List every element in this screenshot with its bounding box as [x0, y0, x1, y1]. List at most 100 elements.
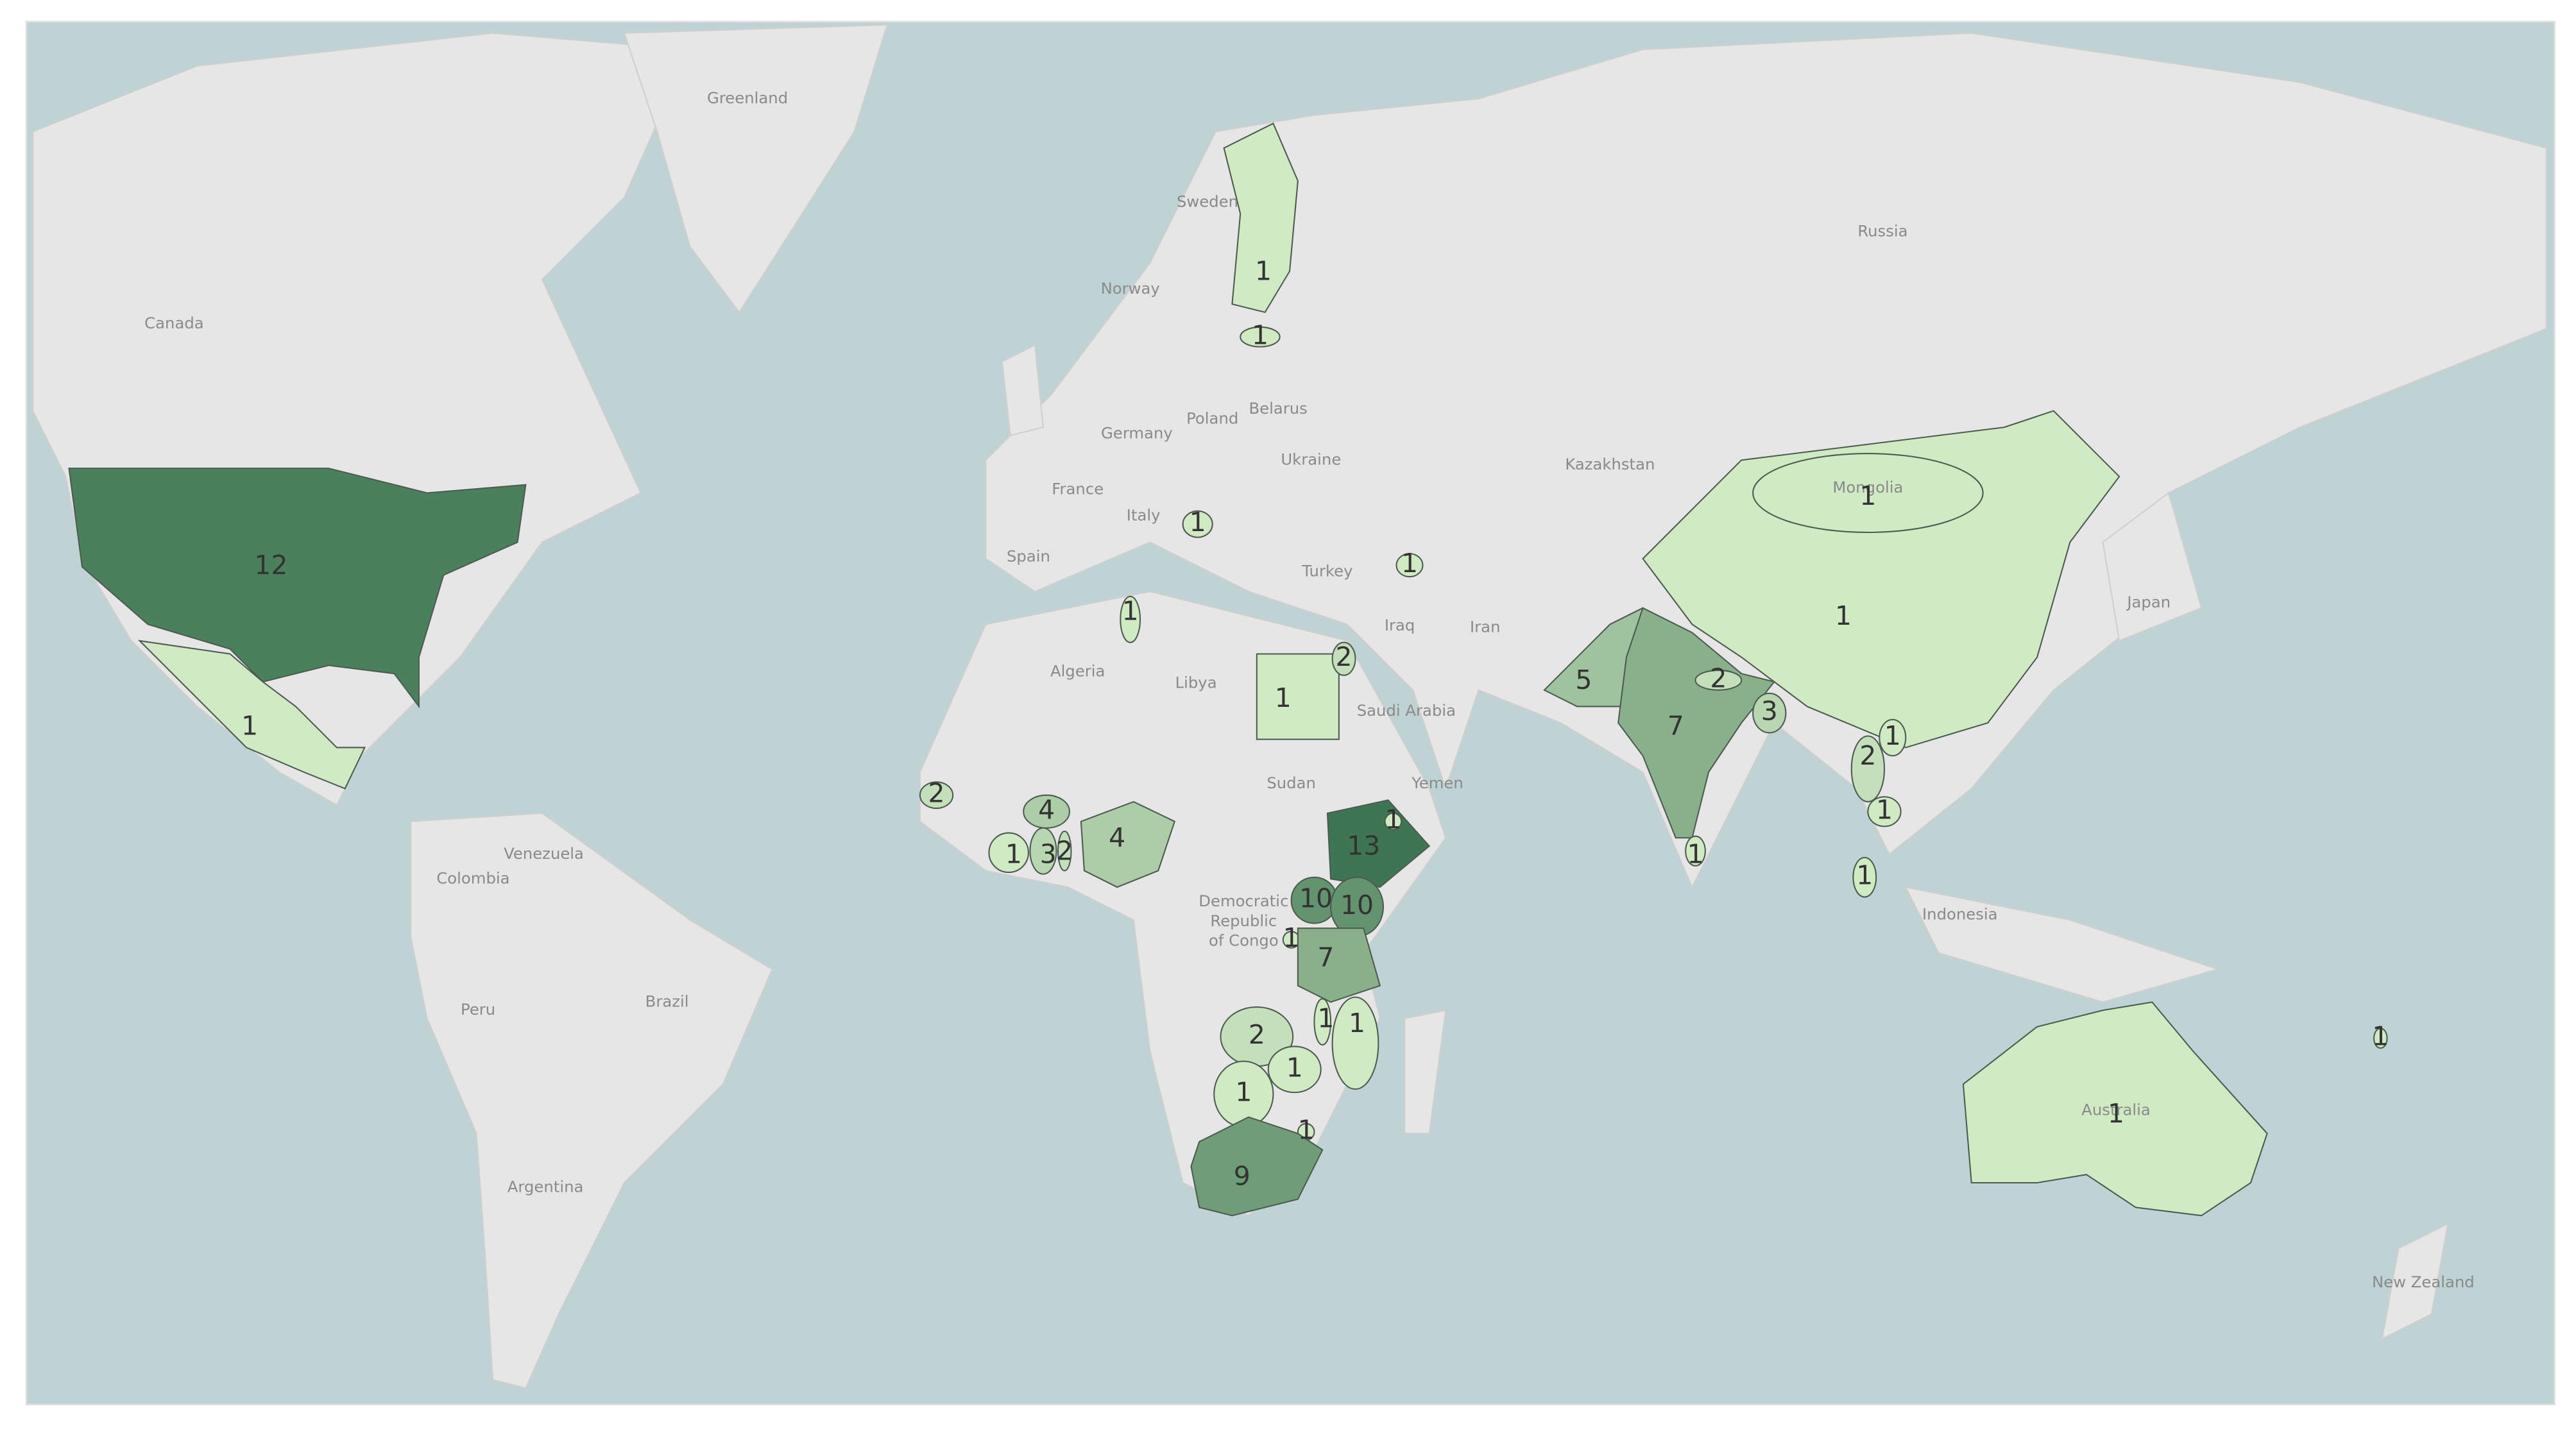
region: [1685, 835, 1706, 867]
place-label: Belarus: [1249, 399, 1307, 418]
land-greenland: [623, 24, 889, 314]
region: [1867, 796, 1902, 827]
region: [1331, 996, 1379, 1090]
region: [1029, 827, 1057, 875]
value-label: 12: [254, 550, 287, 580]
place-label: Iran: [1470, 618, 1500, 636]
place-label: Australia: [2081, 1100, 2151, 1119]
region: [1120, 595, 1141, 643]
value-label: 5: [1575, 665, 1592, 695]
place-label: Yemen: [1411, 774, 1463, 792]
place-label: Algeria: [1050, 662, 1105, 681]
land-south-america: [410, 812, 773, 1389]
value-label: 1: [1252, 319, 1268, 350]
place-label: Greenland: [707, 89, 788, 107]
region: [1617, 607, 1776, 839]
value-label: 1: [1283, 922, 1300, 953]
region: [1223, 123, 1299, 314]
place-label: Italy: [1127, 505, 1161, 524]
place-label: Norway: [1101, 279, 1160, 298]
region: [1240, 326, 1281, 348]
region: [1395, 553, 1424, 578]
place-label: Japan: [2126, 593, 2171, 611]
place-label: Sweden: [1177, 192, 1238, 210]
value-label: 2: [928, 778, 945, 809]
place-label: of Congo: [1209, 931, 1279, 950]
place-label: Venezuela: [504, 844, 584, 863]
place-label: Kazakhstan: [1565, 455, 1655, 473]
value-label: 1: [1298, 1115, 1315, 1146]
value-label: 1: [1190, 507, 1206, 538]
value-label: 1: [1859, 480, 1876, 511]
region: [1850, 735, 1886, 802]
region: [1384, 812, 1403, 831]
value-label: 1: [1005, 838, 1022, 869]
place-label: New Zealand: [2372, 1273, 2475, 1291]
region: [919, 781, 954, 809]
value-label: 2: [1249, 1019, 1265, 1050]
value-label: 1: [1856, 860, 1873, 891]
place-label: Sudan: [1267, 774, 1316, 792]
value-label: 7: [1668, 711, 1684, 741]
value-label: 2: [1056, 835, 1073, 866]
value-label: 1: [1835, 600, 1852, 631]
region: [1879, 718, 1907, 757]
place-label: Brazil: [645, 992, 689, 1010]
value-label: 3: [1040, 838, 1057, 869]
value-label: 7: [1317, 942, 1334, 973]
place-label: Germany: [1101, 423, 1173, 442]
value-label: 1: [1255, 255, 1272, 286]
value-label: 1: [1349, 1008, 1365, 1038]
value-label: 1: [1122, 595, 1139, 626]
region: [1057, 830, 1072, 872]
region: [1331, 641, 1356, 676]
region: [1190, 1116, 1324, 1217]
value-label: 1: [1385, 804, 1401, 835]
place-label: Indonesia: [1922, 905, 1998, 924]
place-label: Ukraine: [1281, 450, 1341, 468]
region: [1326, 799, 1431, 888]
land-new-zealand: [2381, 1223, 2449, 1341]
value-label: 1: [1687, 838, 1703, 869]
place-label: Saudi Arabia: [1357, 701, 1456, 720]
value-label: 13: [1347, 831, 1380, 861]
place-label: Colombia: [436, 868, 509, 887]
place-label: Spain: [1007, 546, 1050, 565]
value-label: 4: [1038, 794, 1055, 825]
region: [1694, 670, 1743, 691]
land-japan: [2102, 491, 2203, 642]
region: [1313, 998, 1332, 1046]
value-label: 1: [1884, 720, 1901, 751]
value-label: 4: [1109, 822, 1125, 853]
place-label: Argentina: [508, 1178, 584, 1196]
value-label: 10: [1299, 883, 1333, 914]
place-label: Russia: [1857, 221, 1907, 240]
value-label: 3: [1761, 696, 1778, 727]
region: [1752, 453, 1984, 534]
region: [1080, 800, 1176, 888]
value-label: 1: [1286, 1052, 1303, 1083]
region: [988, 832, 1029, 874]
region: [1962, 1001, 2268, 1217]
value-label: 1: [1876, 794, 1893, 825]
region: [68, 468, 527, 709]
place-label: Libya: [1175, 673, 1217, 692]
place-label: Iraq: [1385, 616, 1415, 634]
value-label: 1: [2108, 1098, 2124, 1129]
value-label: 1: [1235, 1077, 1252, 1108]
region: [1256, 653, 1340, 740]
value-label: 1: [1317, 1003, 1334, 1033]
region: [1182, 510, 1213, 538]
value-label: 1: [241, 711, 258, 741]
place-label: Turkey: [1301, 561, 1352, 580]
region: [1297, 927, 1381, 1003]
place-label: Republic: [1210, 911, 1277, 930]
value-label: 9: [1234, 1160, 1250, 1191]
value-label: 1: [1275, 682, 1292, 713]
region: [137, 639, 366, 790]
place-label: Poland: [1186, 409, 1238, 427]
place-label: Mongolia: [1832, 478, 1903, 496]
region: [1267, 1046, 1322, 1094]
